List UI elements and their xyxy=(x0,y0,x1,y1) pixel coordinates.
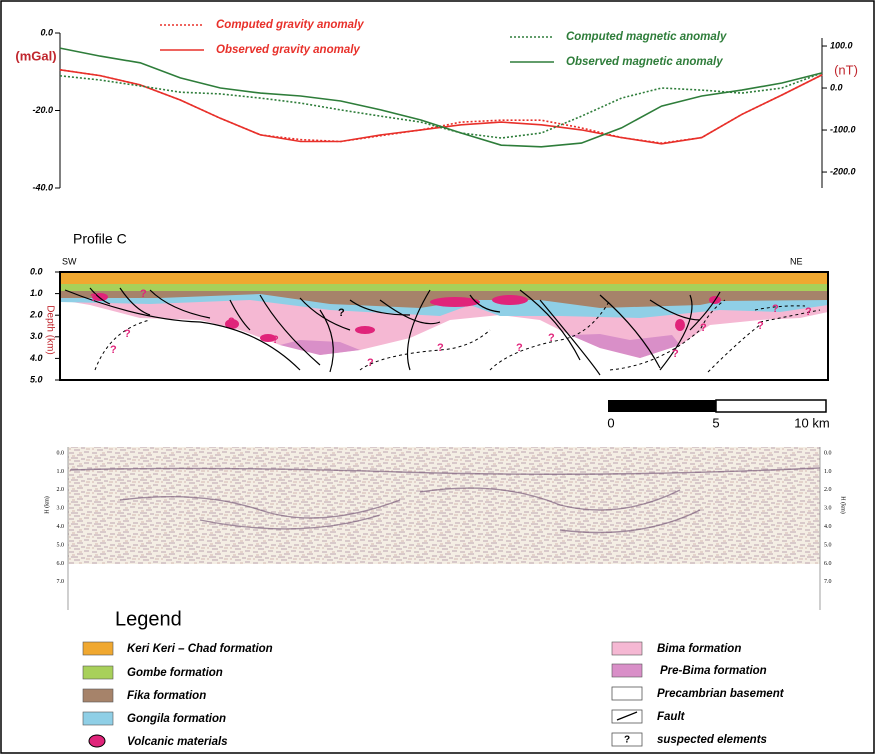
suspected-mark: ? xyxy=(124,328,131,340)
legend-item: Precambrian basement xyxy=(657,688,785,700)
seismic-tick-label: 7.0 xyxy=(824,579,832,585)
seismic-section: 0.0 0.0 1.0 1.0 2.0 2.0 3.0 3.0 4.0 4.0 5.0 5.0 6.0 6… xyxy=(43,447,846,610)
legend-swatch xyxy=(612,664,642,677)
seismic-tick-label: 4.0 xyxy=(824,524,832,530)
y-axis-label: (mGal) xyxy=(15,48,56,63)
seismic-tick-label: 0.0 xyxy=(824,450,832,456)
depth-tick-label: 1.0 xyxy=(30,288,43,298)
suspected-mark: ? xyxy=(516,342,523,354)
y2-tick-label: -100.0 xyxy=(830,124,856,134)
y2-tick-label: 0.0 xyxy=(830,82,843,92)
profile-title: Profile C xyxy=(73,231,127,247)
suspected-mark: ? xyxy=(772,303,779,315)
seismic-tick-label: 3.0 xyxy=(824,506,832,512)
suspected-mark: ? xyxy=(110,344,117,356)
y-tick-label: 0.0 xyxy=(40,27,53,37)
scale-bar: 0 5 10 km xyxy=(607,400,829,430)
profile-ne: NE xyxy=(790,256,803,266)
legend-swatch xyxy=(83,689,113,702)
figure: (mGal) (nT) Profile C SW NE xyxy=(0,0,876,755)
legend-label: Observed gravity anomaly xyxy=(216,44,360,56)
seismic-tick-label: 1.0 xyxy=(824,469,832,475)
legend-item: Volcanic materials xyxy=(127,736,228,748)
legend-suspected-symbol: ? xyxy=(624,735,630,746)
y-tick-label: -20.0 xyxy=(32,105,53,115)
legend-item: Bima formation xyxy=(657,643,741,655)
suspected-mark: ? xyxy=(90,292,97,304)
seismic-tick-label: 2.0 xyxy=(824,487,832,493)
seismic-tick-label: 3.0 xyxy=(57,506,65,512)
seismic-tick-label: 6.0 xyxy=(57,561,65,567)
scale-label: 10 km xyxy=(794,415,829,430)
suspected-mark: ? xyxy=(757,320,764,332)
scale-label: 0 xyxy=(607,415,614,430)
legend-item: Pre-Bima formation xyxy=(660,665,767,677)
y2-tick-label: -200.0 xyxy=(830,166,856,176)
legend-item: suspected elements xyxy=(657,734,767,746)
series-line xyxy=(60,70,822,144)
scale-bar-black xyxy=(608,400,716,412)
seismic-tick-label: 1.0 xyxy=(57,469,65,475)
y2-tick-label: 100.0 xyxy=(830,40,853,50)
suspected-mark: ? xyxy=(367,357,374,369)
profile: Profile C SW NE ? ? xyxy=(29,231,828,385)
legend-label: Observed magnetic anomaly xyxy=(566,56,723,68)
series-line xyxy=(60,70,822,143)
profile-sw: SW xyxy=(62,256,77,266)
depth-tick-label: 3.0 xyxy=(30,331,43,341)
y-tick-label: -40.0 xyxy=(32,182,53,192)
suspected-mark: ? xyxy=(140,288,147,300)
seismic-tick-label: 2.0 xyxy=(57,487,65,493)
suspected-mark: ? xyxy=(700,322,707,334)
suspected-mark: ? xyxy=(672,348,679,360)
legend-item: Fika formation xyxy=(127,690,206,702)
seismic-tick-label: 0.0 xyxy=(57,450,65,456)
legend: Legend Keri Keri – Chad formation Gombe … xyxy=(83,608,785,748)
seismic-image xyxy=(68,447,820,564)
seismic-tick-label: 4.0 xyxy=(57,524,65,530)
seismic-tick-label: 5.0 xyxy=(824,542,832,548)
depth-tick-label: 5.0 xyxy=(30,374,43,384)
legend-label: Computed gravity anomaly xyxy=(216,19,364,31)
depth-tick-label: 4.0 xyxy=(29,353,43,363)
seismic-axis-label: H (km) xyxy=(840,496,847,514)
seismic-tick-label: 6.0 xyxy=(824,561,832,567)
scale-bar-white xyxy=(716,400,826,412)
series-line xyxy=(60,73,822,138)
legend-swatch xyxy=(612,642,642,655)
suspected-mark: ? xyxy=(548,332,555,344)
keri-keri-layer xyxy=(60,272,828,284)
depth-tick-label: 0.0 xyxy=(30,266,43,276)
legend-swatch xyxy=(89,735,105,747)
legend-title: Legend xyxy=(115,608,182,630)
depth-axis-label: Depth (km) xyxy=(44,305,55,354)
suspected-mark: ? xyxy=(338,307,345,319)
legend-item: Gongila formation xyxy=(127,713,226,725)
legend-item: Fault xyxy=(657,711,686,723)
suspected-mark: ? xyxy=(228,316,235,328)
suspected-mark: ? xyxy=(437,342,444,354)
seismic-tick-label: 7.0 xyxy=(57,579,65,585)
seismic-axis-label: H (km) xyxy=(43,496,50,514)
legend-swatch xyxy=(83,666,113,679)
depth-tick-label: 2.0 xyxy=(29,310,43,320)
gombe-layer xyxy=(60,284,828,291)
legend-label: Computed magnetic anomaly xyxy=(566,31,727,43)
scale-label: 5 xyxy=(712,415,719,430)
seismic-tick-label: 5.0 xyxy=(57,542,65,548)
legend-item: Gombe formation xyxy=(127,667,223,679)
y2-axis-label: (nT) xyxy=(834,62,858,77)
legend-item: Keri Keri – Chad formation xyxy=(127,643,273,655)
suspected-mark: ? xyxy=(272,334,279,346)
legend-swatch xyxy=(83,712,113,725)
legend-swatch xyxy=(83,642,113,655)
suspected-mark: ? xyxy=(805,306,812,318)
legend-swatch xyxy=(612,687,642,700)
